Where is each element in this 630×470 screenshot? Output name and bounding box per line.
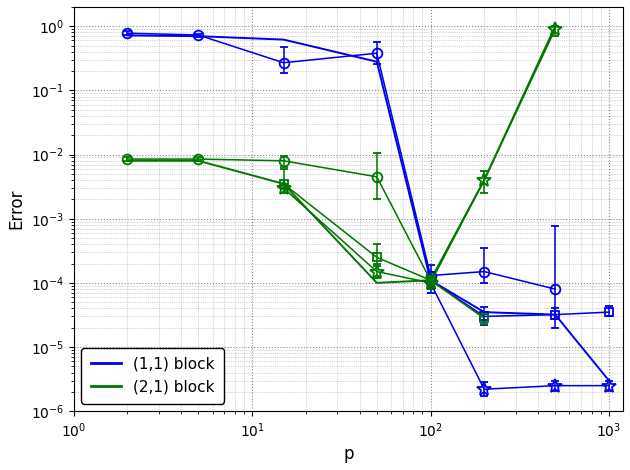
Y-axis label: Error: Error (7, 189, 25, 229)
Legend: (1,1) block, (2,1) block: (1,1) block, (2,1) block (81, 348, 224, 404)
X-axis label: p: p (343, 445, 353, 463)
